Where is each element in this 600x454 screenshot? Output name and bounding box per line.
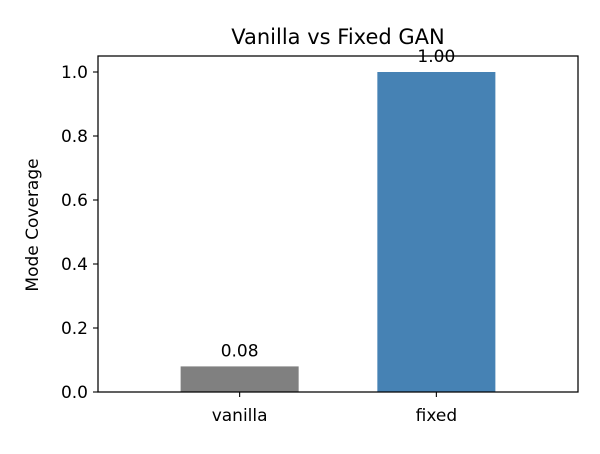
bar-fixed xyxy=(377,72,496,392)
chart-title: Vanilla vs Fixed GAN xyxy=(231,25,444,49)
y-tick-label-1: 0.2 xyxy=(61,319,88,339)
x-tick-label-fixed: fixed xyxy=(416,406,458,426)
data-label-vanilla: 0.08 xyxy=(221,341,259,361)
y-tick-label-2: 0.4 xyxy=(61,255,88,275)
y-tick-label-5: 1.0 xyxy=(61,63,88,83)
y-tick-label-0: 0.0 xyxy=(61,383,88,403)
axes-frame xyxy=(97,55,579,393)
data-label-fixed: 1.00 xyxy=(417,47,455,67)
y-axis-label: Mode Coverage xyxy=(23,158,43,291)
y-tick-label-4: 0.8 xyxy=(61,127,88,147)
y-tick-label-3: 0.6 xyxy=(61,191,88,211)
x-tick-label-vanilla: vanilla xyxy=(212,406,268,426)
plot-area: 0.08 vanilla 1.00 fixed 0.0 0.2 0.4 0.6 0.8 1.0 xyxy=(61,47,496,426)
bar-vanilla xyxy=(180,366,299,392)
